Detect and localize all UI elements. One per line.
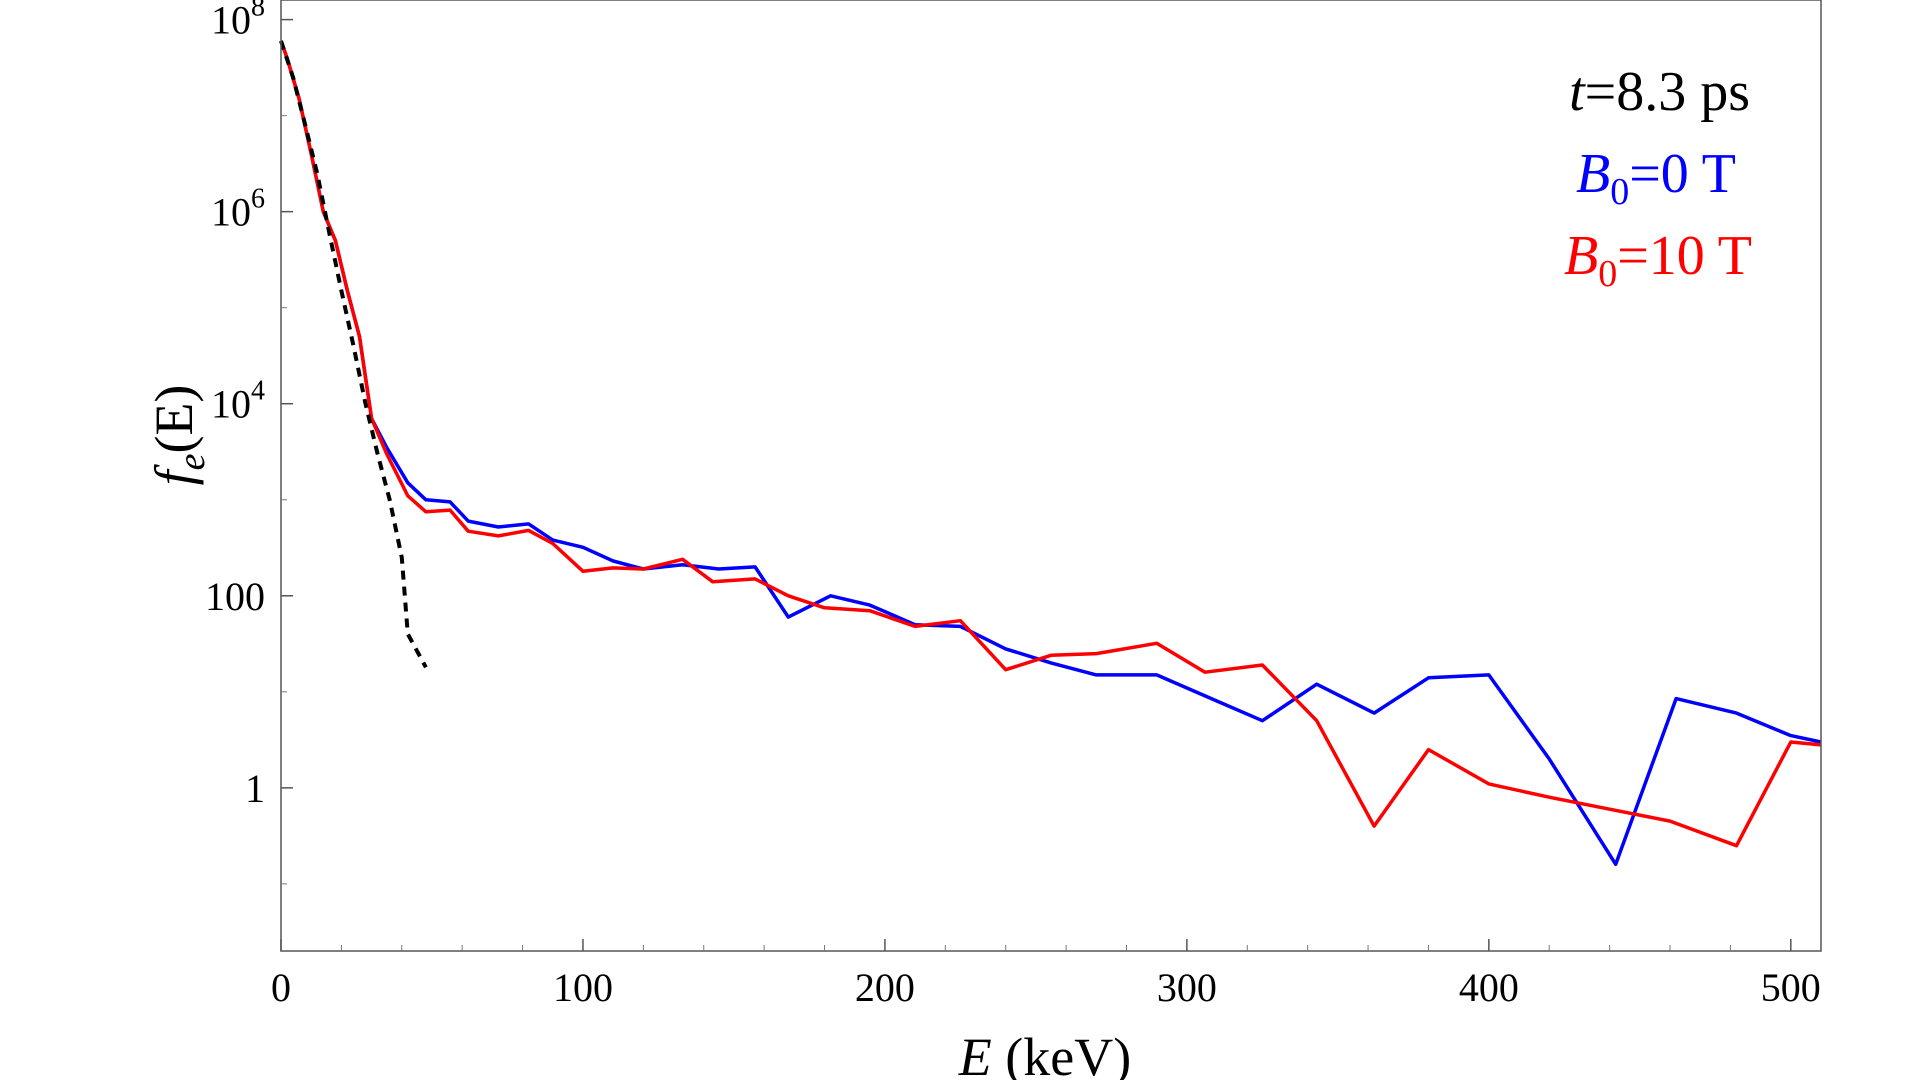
- legend-entry-b0-10: B0=10 T: [1564, 225, 1752, 295]
- legend: t=8.3 ps B0=0 T B0=10 T: [1564, 61, 1752, 295]
- legend-entry-b0-0: B0=0 T: [1576, 143, 1736, 213]
- x-axis-title: E (keV): [958, 1027, 1131, 1080]
- x-tick-label: 0: [271, 965, 291, 1010]
- y-tick-label: 108: [211, 0, 265, 43]
- y-tick-label: 1: [245, 766, 265, 811]
- x-tick-label: 500: [1761, 965, 1821, 1010]
- y-tick-label: 106: [211, 184, 265, 235]
- series-line-1: [279, 40, 1822, 848]
- series-line-2: [279, 40, 428, 669]
- x-tick-label: 200: [855, 965, 915, 1010]
- y-axis-title: fe(E): [144, 385, 213, 486]
- x-tick-label: 400: [1459, 965, 1519, 1010]
- y-tick-label: 100: [205, 574, 265, 619]
- x-tick-label: 100: [553, 965, 613, 1010]
- x-tick-label: 300: [1157, 965, 1217, 1010]
- plot-frame: [280, 0, 1822, 952]
- y-tick-label: 104: [211, 376, 265, 427]
- legend-time-label: t=8.3 ps: [1569, 61, 1750, 123]
